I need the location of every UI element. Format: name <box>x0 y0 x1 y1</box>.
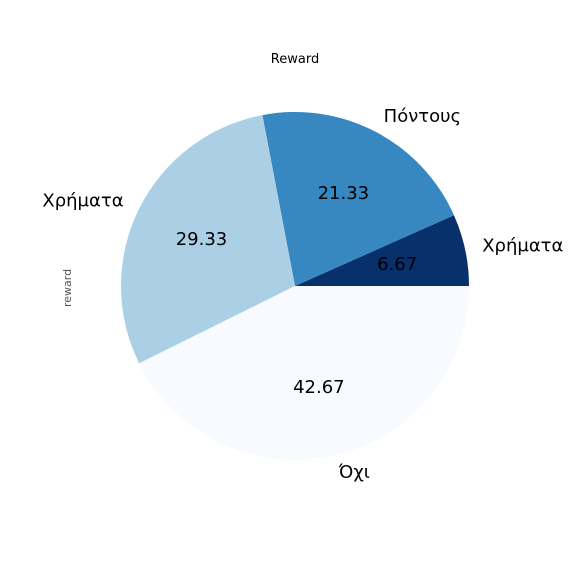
pie-slice-2 <box>121 115 295 364</box>
pie-slice-3 <box>139 286 469 460</box>
slice-label-1: Πόντους <box>384 106 461 127</box>
slice-label-0: Χρήματα <box>482 236 563 257</box>
value-label-2: 29.33 <box>176 229 228 250</box>
value-label-3: 42.67 <box>293 377 345 398</box>
slice-label-2: Χρήματα <box>42 190 123 211</box>
value-label-1: 21.33 <box>318 183 370 204</box>
pie-slice-0 <box>295 215 469 286</box>
pie-labels: Χρήματα 6.67 Πόντους 21.33 Χρήματα 29.33 Όχι 42… <box>42 106 563 483</box>
chart-title: Reward <box>271 52 319 67</box>
pie-slices <box>121 111 469 460</box>
pie-slice-1 <box>262 111 454 286</box>
slice-label-3: Όχι <box>338 462 370 483</box>
value-label-0: 6.67 <box>377 254 417 275</box>
y-axis-label: reward <box>61 269 74 307</box>
